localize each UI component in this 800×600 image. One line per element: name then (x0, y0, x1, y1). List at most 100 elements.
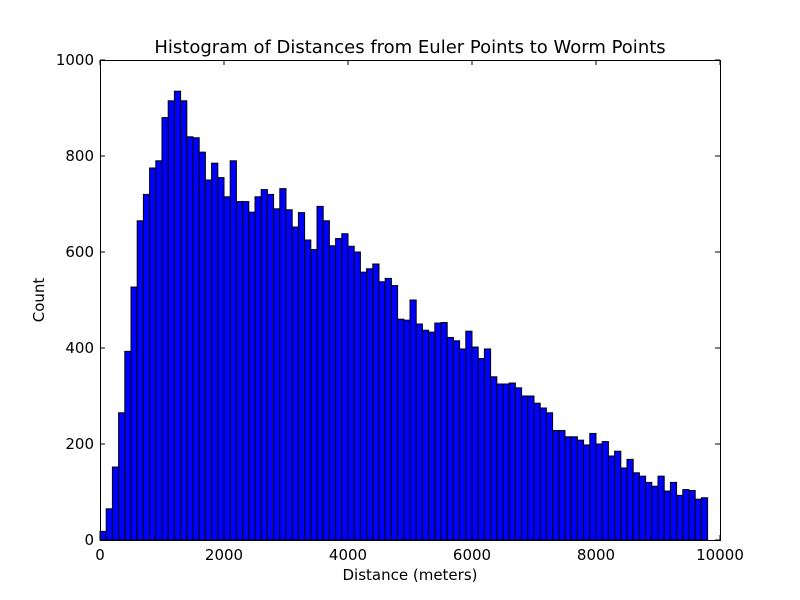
histogram-bar (421, 329, 430, 541)
y-tick-label: 0 (84, 531, 94, 549)
x-tick-label: 4000 (329, 546, 367, 564)
histogram-bar (409, 299, 417, 541)
histogram-bar (359, 271, 368, 541)
histogram-bar (192, 137, 200, 541)
histogram-bar (223, 196, 231, 541)
histogram-bar (198, 151, 206, 541)
x-tick-label: 8000 (577, 546, 615, 564)
histogram-bar (403, 319, 411, 541)
histogram-bar (657, 475, 665, 541)
histogram-bar (186, 136, 194, 541)
histogram-bar (552, 430, 560, 541)
histogram-bar (459, 348, 467, 541)
histogram-bar (483, 348, 492, 541)
histogram-bar (211, 162, 219, 541)
histogram-bar (490, 376, 498, 541)
y-tick-label: 800 (65, 147, 94, 165)
histogram-bar (614, 450, 622, 541)
histogram-bar (514, 387, 523, 541)
histogram-bar (663, 490, 671, 541)
histogram-bar (291, 226, 299, 541)
histogram-bar (558, 430, 566, 541)
histogram-bar (266, 193, 275, 541)
histogram-bar (111, 466, 120, 541)
histogram-bar (335, 238, 343, 541)
histogram-bar (118, 412, 126, 541)
histogram-bar (632, 472, 640, 541)
histogram-bar (372, 263, 380, 541)
histogram-bar (161, 117, 169, 541)
histogram-bar (149, 167, 157, 541)
histogram-bar (124, 350, 132, 541)
histogram-bar (452, 340, 461, 541)
histogram-bar (570, 436, 578, 541)
histogram-bar (384, 277, 392, 541)
histogram-bar (142, 193, 151, 541)
histogram-bar (688, 490, 696, 541)
histogram-bar (260, 189, 268, 541)
histogram-bar (589, 432, 597, 541)
y-tick-label: 400 (65, 339, 94, 357)
histogram-bar (440, 322, 448, 541)
histogram-bar (273, 208, 281, 541)
histogram-bar (105, 508, 113, 541)
histogram-bar (254, 196, 262, 541)
histogram-bar (502, 383, 510, 541)
histogram-bar (279, 188, 287, 541)
histogram-bar (700, 497, 709, 541)
histogram-bar (496, 383, 504, 541)
histogram-bar (471, 346, 479, 541)
histogram-bar (595, 443, 603, 541)
histogram-bar (235, 201, 244, 541)
histogram-bar (397, 318, 405, 541)
histogram-bar (248, 211, 256, 541)
histogram-bar (155, 160, 163, 541)
histogram-bar (304, 239, 312, 541)
histogram-bar (694, 498, 702, 541)
histogram-bar (601, 441, 609, 541)
histogram-bar (204, 179, 213, 541)
histogram-bar (638, 475, 647, 541)
histogram-bar (180, 100, 188, 541)
histogram-bar (136, 220, 144, 541)
histogram-bar (508, 382, 516, 541)
histogram-bar (428, 331, 436, 541)
histogram-bar (539, 407, 547, 541)
histogram-bar (353, 251, 361, 541)
histogram-bar (545, 412, 554, 541)
histogram-bar (669, 481, 678, 541)
histogram-bar (626, 458, 634, 541)
histogram-bar (620, 467, 628, 541)
axis-ticks: 0 2000 4000 6000 8000 10000 0 200 400 600 800 1000 (56, 51, 744, 564)
histogram-bar (229, 160, 237, 541)
y-tick-label: 200 (65, 435, 94, 453)
histogram-bar (347, 245, 355, 541)
histogram-bar (297, 212, 306, 541)
x-tick-label: 0 (95, 546, 105, 564)
histogram-bar (465, 330, 473, 541)
histogram-bar (415, 323, 423, 541)
histogram-bar (477, 358, 485, 541)
x-tick-label: 2000 (205, 546, 243, 564)
histogram-bar (341, 233, 349, 541)
histogram-bar (378, 281, 386, 541)
histogram-bar (651, 485, 659, 541)
histogram-bar (366, 268, 374, 541)
x-axis-label: Distance (meters) (343, 566, 478, 584)
histogram-bar (173, 90, 182, 541)
histogram-bar (242, 201, 250, 541)
histogram-bar (676, 494, 684, 541)
chart-title: Histogram of Distances from Euler Points… (154, 37, 665, 58)
histogram-bar (316, 205, 324, 541)
histogram-bar (217, 177, 225, 541)
plot-frame (100, 60, 721, 541)
histogram-bar (645, 481, 653, 541)
histogram-bar (521, 395, 529, 541)
histogram-bar (533, 402, 541, 541)
histogram-bar (285, 209, 293, 541)
histogram-bar (310, 249, 318, 541)
histogram-bar (390, 285, 399, 541)
histogram-bar (576, 439, 585, 541)
histogram-bar (682, 489, 690, 541)
